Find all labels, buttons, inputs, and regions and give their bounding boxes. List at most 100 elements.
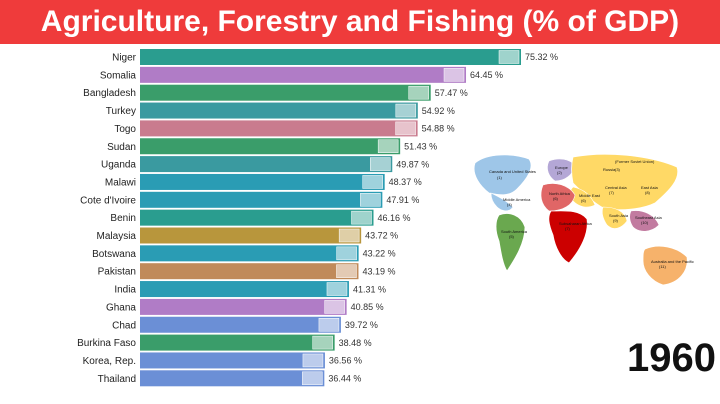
map-number-middle-east: (6) xyxy=(581,198,587,203)
country-label-korea-rep: Korea, Rep. xyxy=(83,356,136,367)
flag-icon-malawi xyxy=(362,175,383,189)
value-label-burkina-faso: 38.48 % xyxy=(339,338,372,348)
country-label-thailand: Thailand xyxy=(98,374,136,385)
map-label-southeast-asia: Southeast Asia xyxy=(635,215,662,220)
year-label: 1960 xyxy=(627,336,716,380)
bar-india xyxy=(140,281,349,298)
flag-icon-uganda xyxy=(370,157,391,171)
bar-benin xyxy=(140,209,374,226)
map-region-europe xyxy=(547,158,576,182)
country-label-togo: Togo xyxy=(114,124,136,135)
bar-malawi xyxy=(140,173,385,190)
value-label-botswana: 43.22 % xyxy=(363,249,396,259)
map-label-east-asia: East Asia xyxy=(641,185,658,190)
map-number-europe: (2) xyxy=(557,170,563,175)
bar-chad xyxy=(140,316,341,333)
map-number-east-asia: (8) xyxy=(645,190,651,195)
map-number-southeast-asia: (10) xyxy=(641,220,649,225)
country-label-india: India xyxy=(114,285,136,296)
country-label-malaysia: Malaysia xyxy=(97,231,137,242)
flag-icon-ghana xyxy=(324,300,345,314)
map-region-subsaharan-africa xyxy=(548,210,588,264)
flag-icon-india xyxy=(326,282,348,296)
map-label-former-soviet-union: (Former Soviet Union) xyxy=(615,159,655,164)
value-label-bangladesh: 57.47 % xyxy=(435,88,468,98)
flag-icon-chad xyxy=(318,318,340,332)
country-label-benin: Benin xyxy=(110,213,136,224)
map-region-middle-america xyxy=(490,192,514,212)
country-label-botswana: Botswana xyxy=(92,249,136,260)
country-label-uganda: Uganda xyxy=(101,160,136,171)
map-label-australia: Australia and the Pacific xyxy=(651,259,694,264)
country-label-somalia: Somalia xyxy=(100,70,137,81)
map-label-central-asia: Central Asia xyxy=(605,185,627,190)
value-label-benin: 46.16 % xyxy=(377,213,410,223)
map-number-russia: (3) xyxy=(615,167,621,172)
country-label-cote-d-ivoire: Cote d'Ivoire xyxy=(80,195,136,206)
bar-pakistan xyxy=(140,263,359,280)
country-label-malawi: Malawi xyxy=(105,177,136,188)
flag-icon-thailand xyxy=(302,371,323,386)
country-label-ghana: Ghana xyxy=(106,302,136,313)
flag-icon-cote-d-ivoire xyxy=(360,193,381,207)
value-label-korea-rep: 36.56 % xyxy=(329,356,362,366)
map-region-north-africa xyxy=(540,183,576,212)
map-number-middle-america: (4) xyxy=(507,202,513,207)
value-label-sudan: 51.43 % xyxy=(404,141,437,151)
bar-burkina-faso xyxy=(140,334,335,351)
map-label-subsaharan-africa: Subsaharan Africa xyxy=(559,221,592,226)
map-region-southeast-asia xyxy=(629,210,660,232)
country-label-niger: Niger xyxy=(112,53,137,64)
map-region-north-america xyxy=(473,154,532,196)
map-region-russia-asia xyxy=(571,153,679,211)
flag-icon-korea-rep xyxy=(302,353,324,368)
bar-thailand xyxy=(140,370,325,387)
bars-layer: Niger 75.32 % Somalia 64.45 % Bangladesh 57.4… xyxy=(77,49,558,387)
bar-bangladesh xyxy=(140,84,431,101)
bar-botswana xyxy=(140,245,359,262)
flag-icon-togo xyxy=(395,121,416,136)
map-number-central-asia: (7) xyxy=(609,190,615,195)
flag-icon-sudan xyxy=(377,139,399,153)
flag-icon-pakistan xyxy=(336,264,357,278)
flag-icon-niger xyxy=(498,50,520,64)
map-region-south-america xyxy=(495,213,526,272)
map-label-north-africa: North Africa xyxy=(549,191,571,196)
map-label-europe: Europe xyxy=(555,165,569,170)
world-map: Canada and United States (1) Middle Amer… xyxy=(473,153,694,286)
chart-title: Agriculture, Forestry and Fishing (% of … xyxy=(0,0,720,44)
value-label-somalia: 64.45 % xyxy=(470,70,503,80)
map-number-south-asia: (9) xyxy=(613,218,619,223)
value-label-niger: 75.32 % xyxy=(525,52,558,62)
bar-sudan xyxy=(140,138,401,155)
value-label-cote-d-ivoire: 47.91 % xyxy=(386,195,419,205)
value-label-malawi: 48.37 % xyxy=(389,177,422,187)
value-label-thailand: 36.44 % xyxy=(328,374,361,384)
country-label-pakistan: Pakistan xyxy=(98,267,136,278)
map-number-south-america: (5) xyxy=(509,234,515,239)
map-label-middle-america: Middle America xyxy=(503,197,531,202)
flag-icon-benin xyxy=(351,210,372,225)
value-label-malaysia: 43.72 % xyxy=(365,231,398,241)
map-label-russia: Russia xyxy=(603,167,616,172)
value-label-chad: 39.72 % xyxy=(345,320,378,330)
country-label-chad: Chad xyxy=(112,320,136,331)
bar-ghana xyxy=(140,298,347,315)
bar-togo xyxy=(140,120,418,137)
bar-korea-rep xyxy=(140,352,325,369)
map-region-australia xyxy=(642,245,688,286)
map-number-australia: (11) xyxy=(659,264,666,269)
flag-icon-botswana xyxy=(336,246,357,261)
map-number-north-america: (1) xyxy=(497,175,503,180)
value-label-india: 41.31 % xyxy=(353,284,386,294)
bar-chart: Niger 75.32 % Somalia 64.45 % Bangladesh 57.4… xyxy=(77,49,694,387)
map-number-north-africa: (6) xyxy=(553,196,559,201)
map-number-subsaharan-africa: (7) xyxy=(565,226,571,231)
bar-niger xyxy=(140,49,521,65)
flag-icon-somalia xyxy=(443,68,465,82)
value-label-togo: 54.88 % xyxy=(422,124,455,134)
bar-turkey xyxy=(140,102,418,119)
value-label-ghana: 40.85 % xyxy=(351,302,384,312)
country-label-sudan: Sudan xyxy=(107,142,136,153)
flag-icon-bangladesh xyxy=(408,85,429,100)
